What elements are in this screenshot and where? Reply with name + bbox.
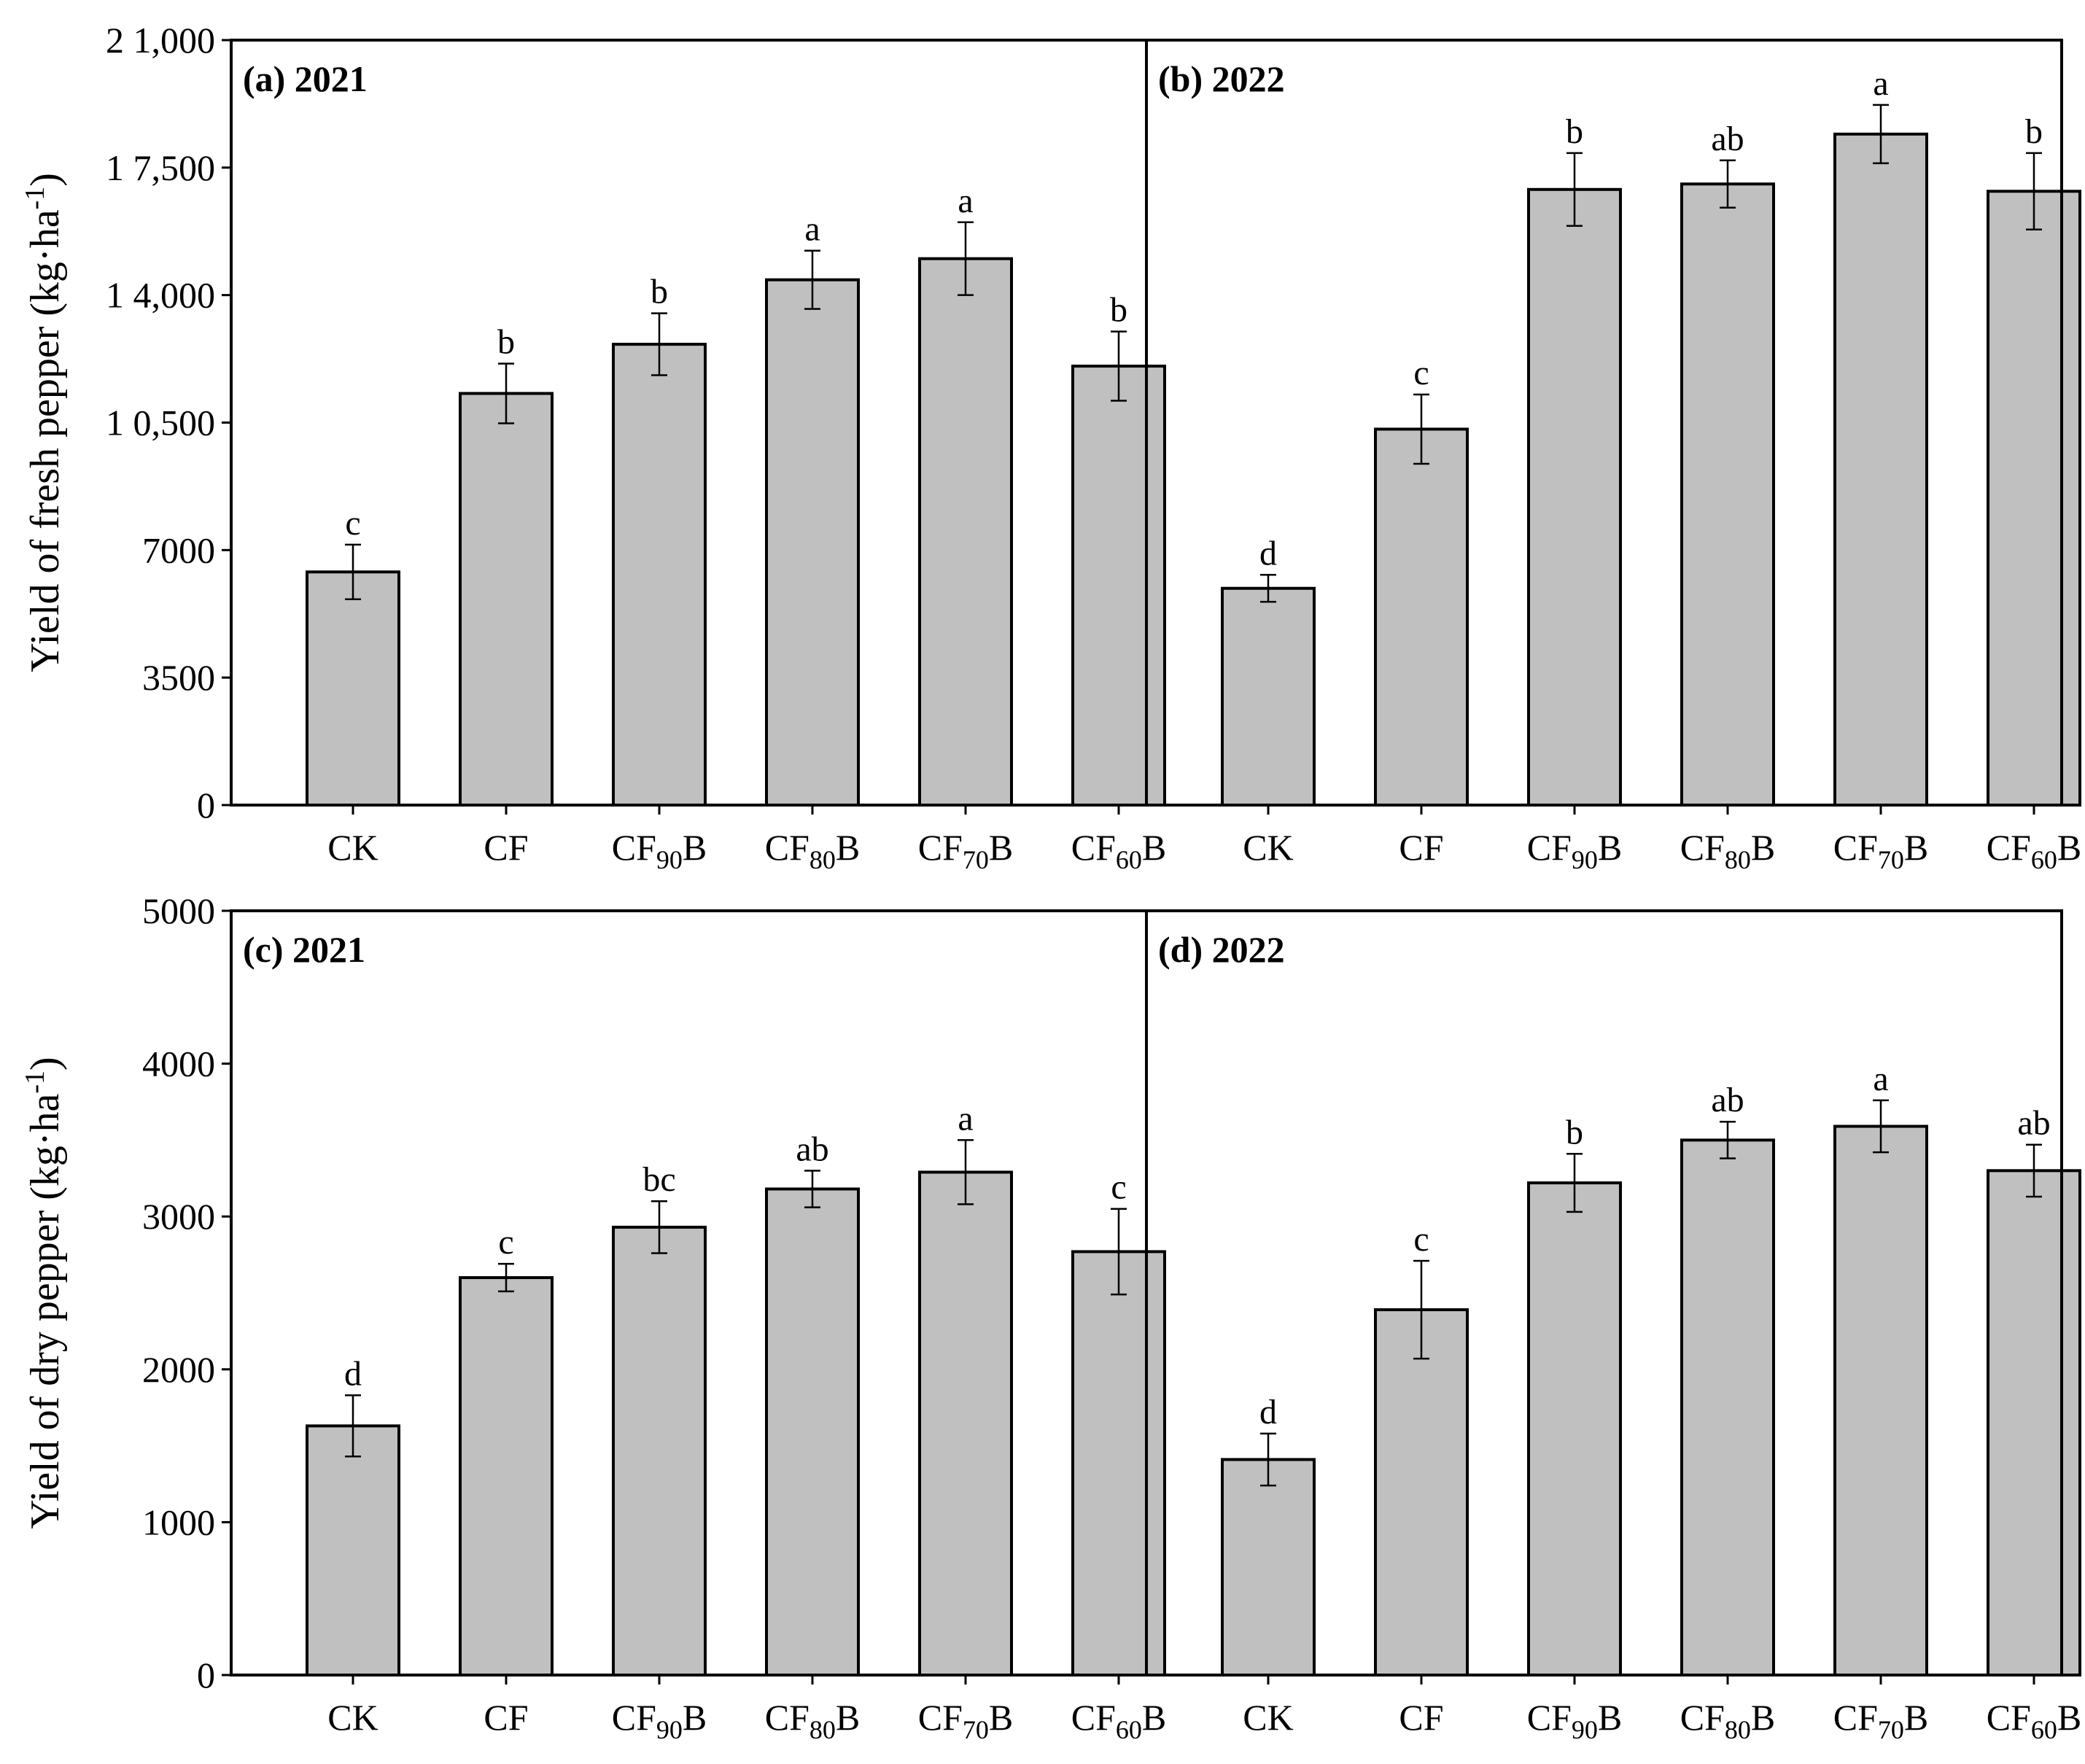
category-label: CF70B <box>1833 1697 1929 1744</box>
y-tick-label: 2000 <box>142 1349 215 1390</box>
panel-title: (b) 2022 <box>1158 58 1285 99</box>
panel-b: (b) 2022 d CK c CF b CF90B ab CF80B a CF70B b CF60B <box>1145 39 2082 874</box>
bar <box>612 343 707 807</box>
bar <box>1680 1138 1775 1676</box>
significance-label: b <box>2025 112 2043 151</box>
category-label: CF90B <box>1527 827 1623 874</box>
y-tick-label: 1 0,500 <box>106 403 215 443</box>
category-label: CK <box>327 827 378 868</box>
category-label: CF70B <box>918 827 1014 874</box>
bar <box>1071 1250 1166 1676</box>
panel-d: (d) 2022 d CK c CF b CF90B ab CF80B a CF70B ab CF60B <box>1145 909 2082 1744</box>
bar <box>1374 1308 1469 1677</box>
y-tick-label: 2 1,000 <box>106 20 215 61</box>
y-tick-label: 0 <box>197 785 215 825</box>
significance-label: a <box>958 182 973 220</box>
significance-label: c <box>1413 1220 1429 1259</box>
bar <box>306 570 400 807</box>
bar <box>918 1170 1013 1676</box>
bar <box>918 257 1013 807</box>
significance-label: b <box>1566 112 1583 151</box>
significance-label: d <box>1259 534 1277 572</box>
significance-label: d <box>1259 1393 1277 1431</box>
bar <box>459 392 554 807</box>
significance-label: a <box>1873 1060 1888 1098</box>
y-tick-label: 1 7,500 <box>106 147 215 188</box>
bar <box>1221 1458 1316 1676</box>
bar <box>1221 586 1316 807</box>
panel-frame <box>1145 909 2063 1676</box>
category-label: CK <box>1243 1697 1293 1738</box>
bar <box>1071 365 1166 807</box>
bar <box>765 278 860 807</box>
y-tick-label: 1000 <box>142 1501 215 1542</box>
panel-title: (a) 2021 <box>243 58 368 99</box>
significance-label: a <box>958 1099 973 1138</box>
significance-label: c <box>345 504 360 543</box>
category-label: CF60B <box>1987 827 2082 874</box>
significance-label: a <box>804 210 820 249</box>
significance-label: b <box>651 273 668 311</box>
panel-title: (d) 2022 <box>1158 929 1285 970</box>
significance-label: d <box>344 1354 362 1393</box>
panel-title: (c) 2021 <box>243 929 365 970</box>
y-tick-label: 1 4,000 <box>106 275 215 316</box>
category-label: CF90B <box>612 1697 707 1744</box>
y-axis-title: Yield of dry pepper (kg·ha-1) <box>20 1057 68 1528</box>
category-label: CF90B <box>1527 1697 1623 1744</box>
significance-label: c <box>1413 354 1429 392</box>
y-tick-label: 5000 <box>142 890 215 931</box>
bar <box>459 1276 554 1677</box>
category-label: CF90B <box>612 827 707 874</box>
significance-label: ab <box>1711 1081 1744 1119</box>
category-label: CF80B <box>765 1697 861 1744</box>
bar <box>1374 427 1469 807</box>
bar <box>1987 190 2081 807</box>
bar <box>1527 187 1622 807</box>
y-tick-label: 3500 <box>142 657 215 698</box>
category-label: CF70B <box>1833 827 1929 874</box>
y-tick-label: 7000 <box>142 529 215 570</box>
category-label: CF60B <box>1987 1697 2082 1744</box>
significance-label: b <box>497 323 515 362</box>
significance-label: b <box>1566 1113 1583 1151</box>
category-label: CF80B <box>1680 1697 1776 1744</box>
category-label: CF80B <box>765 827 861 874</box>
category-label: CF60B <box>1071 1697 1167 1744</box>
significance-label: a <box>1873 64 1888 103</box>
bar <box>1987 1169 2081 1676</box>
category-label: CF <box>484 1697 528 1738</box>
significance-label: b <box>1110 291 1127 330</box>
significance-label: c <box>498 1223 513 1262</box>
panel-c: (c) 2021 d CK c CF bc CF90B ab CF80B a CF70B c CF60B… <box>20 890 1166 1744</box>
bar <box>306 1424 400 1677</box>
category-label: CF60B <box>1071 827 1167 874</box>
bar <box>612 1225 707 1676</box>
y-tick-label: 0 <box>197 1655 215 1695</box>
y-tick-label: 3000 <box>142 1196 215 1237</box>
significance-label: ab <box>796 1130 828 1168</box>
bar <box>1833 132 1928 807</box>
category-label: CK <box>327 1697 378 1738</box>
category-label: CK <box>1243 827 1293 868</box>
plot-layer: (a) 2021 c CK b CF b CF90B a CF80B a CF70B b CF60B 0 3… <box>20 20 2081 1744</box>
y-axis-title: Yield of fresh pepper (kg·ha-1) <box>20 173 68 672</box>
y-tick-label: 4000 <box>142 1044 215 1084</box>
bar <box>765 1187 860 1677</box>
panel-a: (a) 2021 c CK b CF b CF90B a CF80B a CF70B b CF60B 0 3… <box>20 20 1166 874</box>
significance-label: ab <box>1711 120 1744 158</box>
category-label: CF80B <box>1680 827 1776 874</box>
significance-label: c <box>1111 1168 1126 1207</box>
significance-label: bc <box>642 1160 675 1199</box>
bar <box>1833 1124 1928 1676</box>
bar <box>1527 1181 1622 1676</box>
significance-label: ab <box>2017 1104 2050 1143</box>
panel-frame <box>1145 39 2063 807</box>
category-label: CF <box>484 827 528 868</box>
category-label: CF <box>1399 827 1443 868</box>
category-label: CF70B <box>918 1697 1014 1744</box>
bar <box>1680 182 1775 807</box>
category-label: CF <box>1399 1697 1443 1738</box>
